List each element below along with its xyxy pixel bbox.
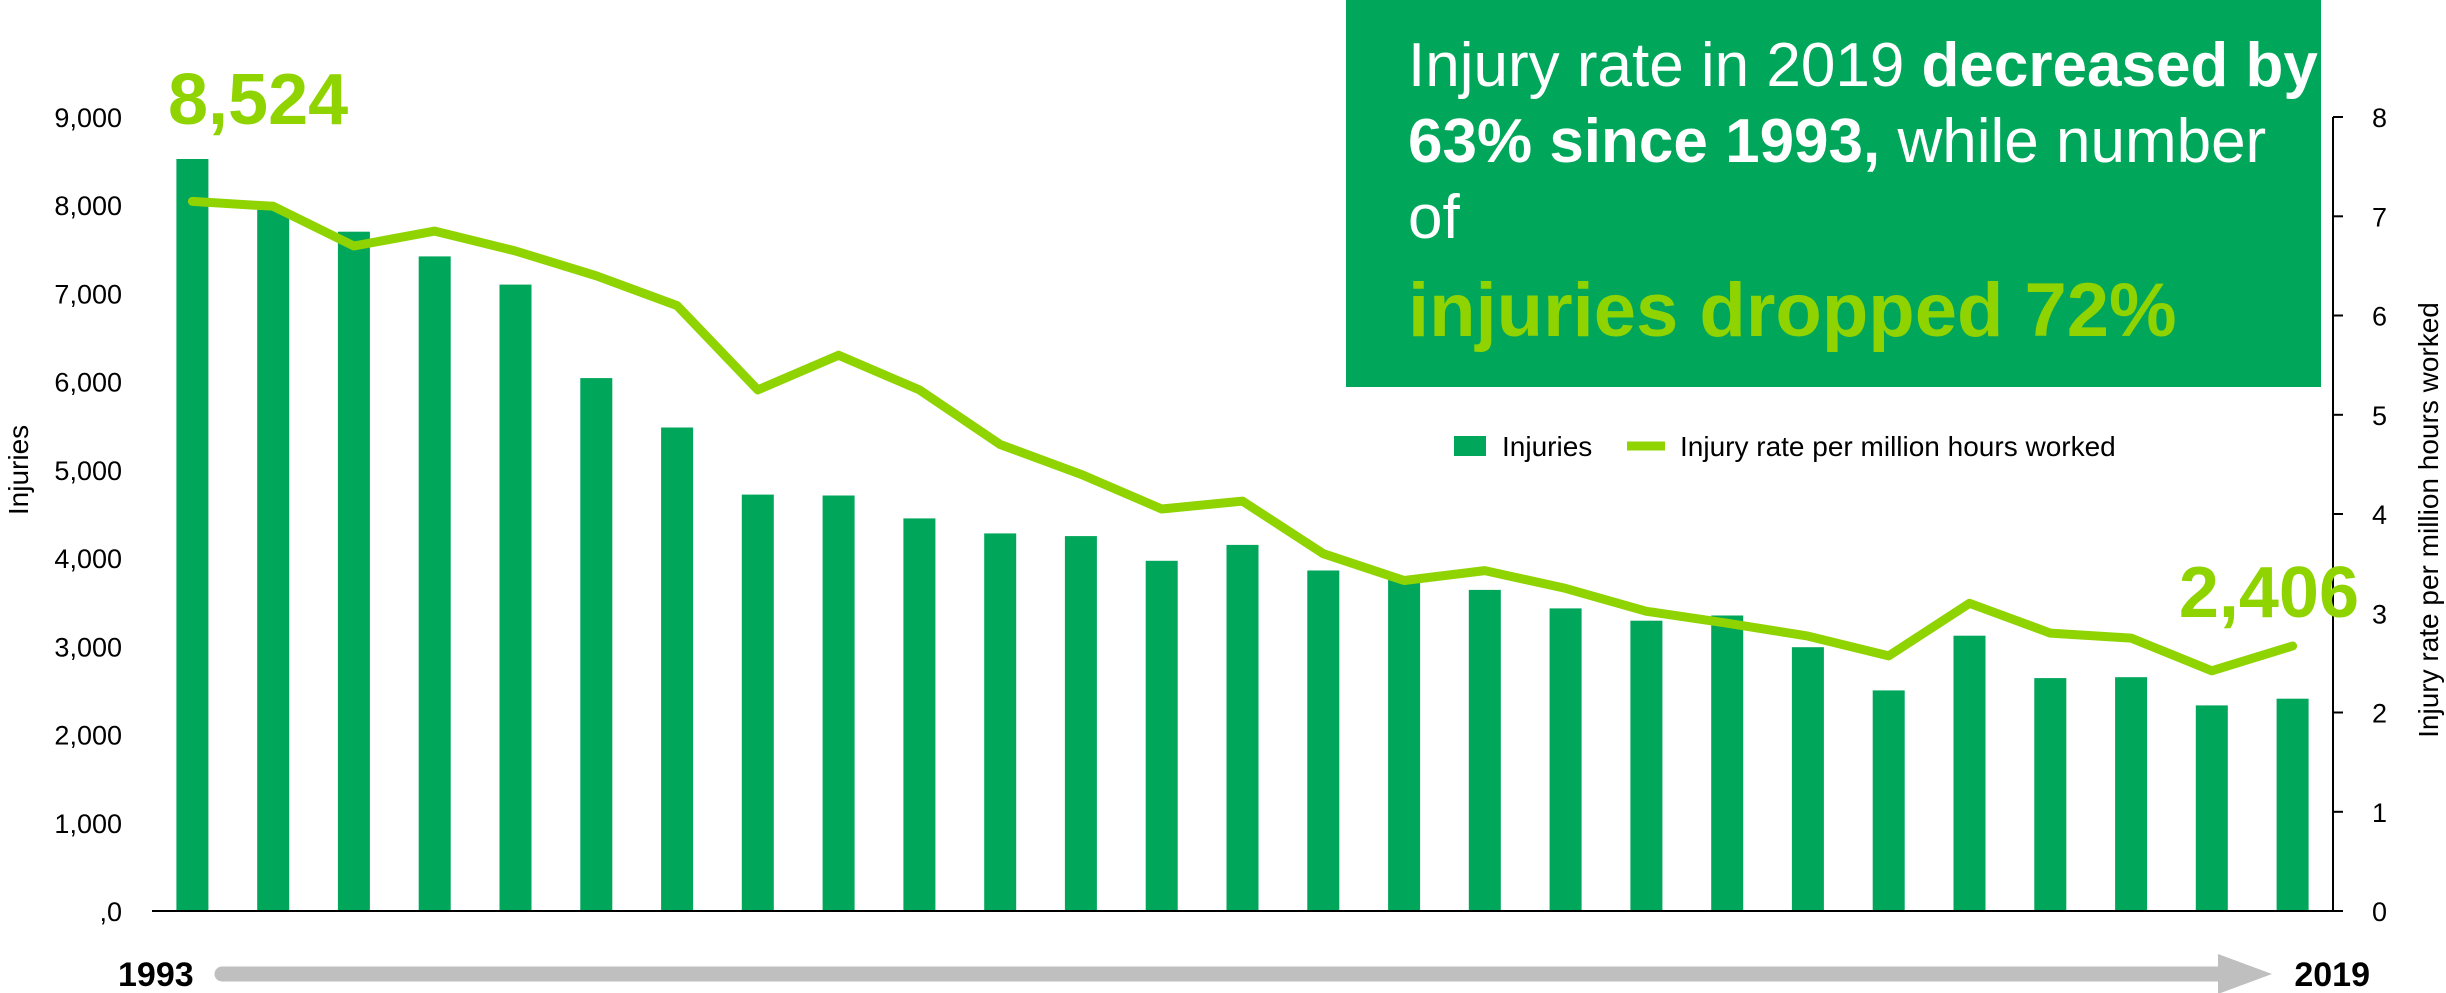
bar-2006 xyxy=(1226,544,1259,911)
right-tick-label: 4 xyxy=(2372,500,2387,530)
right-tick-label: 2 xyxy=(2372,699,2387,729)
timeline: 1993 2019 xyxy=(118,954,2370,993)
legend: Injuries Injury rate per million hours w… xyxy=(1454,431,2116,462)
bar-2007 xyxy=(1307,570,1340,911)
bar-2014 xyxy=(1872,690,1905,911)
bar-2011 xyxy=(1630,620,1663,911)
left-tick-label: 6,000 xyxy=(54,368,122,398)
bar-1998 xyxy=(580,378,613,912)
bar-2001 xyxy=(822,495,855,911)
bar-1995 xyxy=(337,231,370,911)
left-axis-title: Injuries xyxy=(3,425,34,515)
headline-part-1: Injury rate in 2019 xyxy=(1408,31,1922,100)
headline-banner: Injury rate in 2019 decreased by 63% sin… xyxy=(1346,0,2321,387)
headline-text: Injury rate in 2019 decreased by 63% sin… xyxy=(1408,28,2321,256)
bar-2012 xyxy=(1711,615,1744,911)
bar-1993 xyxy=(176,159,209,911)
right-axis-title: Injury rate per million hours worked xyxy=(2413,302,2444,738)
left-tick-label: 7,000 xyxy=(54,279,122,309)
left-tick-label: 9,000 xyxy=(54,103,122,133)
bar-1997 xyxy=(499,284,532,912)
bar-2005 xyxy=(1145,560,1178,911)
right-tick-label: 1 xyxy=(2372,798,2387,828)
rate-line xyxy=(187,196,2298,676)
right-axis-ticks: 0 1 2 3 4 5 6 7 8 xyxy=(2333,103,2387,927)
bar-1999 xyxy=(661,427,694,911)
headline-part-4: injuries dropped 72% xyxy=(1408,268,2177,353)
bar-2018 xyxy=(2195,705,2228,911)
timeline-arrowhead xyxy=(2218,954,2272,993)
start-value-callout: 8,524 xyxy=(168,60,348,140)
left-axis-ticks: ,0 1,000 2,000 3,000 4,000 5,000 6,000 7,000 8,0… xyxy=(54,103,122,927)
right-tick-label: 0 xyxy=(2372,897,2387,927)
rate-line-series xyxy=(187,196,2298,676)
bar-2017 xyxy=(2115,677,2148,911)
right-tick-label: 5 xyxy=(2372,401,2387,431)
headline-part-3: while number of xyxy=(1408,107,2267,252)
legend-bar-swatch xyxy=(1454,436,1486,456)
bar-2000 xyxy=(741,494,774,911)
bar-2009 xyxy=(1468,589,1501,911)
left-tick-label: 4,000 xyxy=(54,544,122,574)
left-tick-label: 5,000 xyxy=(54,456,122,486)
bar-1996 xyxy=(418,256,451,911)
right-tick-label: 3 xyxy=(2372,599,2387,629)
timeline-end-year: 2019 xyxy=(2294,956,2370,993)
legend-bar-label: Injuries xyxy=(1502,431,1592,462)
left-tick-label: 2,000 xyxy=(54,721,122,751)
left-tick-label: 3,000 xyxy=(54,632,122,662)
bar-2010 xyxy=(1549,608,1582,911)
end-value-callout: 2,406 xyxy=(2179,553,2359,633)
bar-2013 xyxy=(1791,647,1824,911)
right-tick-label: 6 xyxy=(2372,302,2387,332)
bar-2008 xyxy=(1388,576,1421,911)
left-tick-label: 8,000 xyxy=(54,191,122,221)
right-tick-label: 7 xyxy=(2372,202,2387,232)
bar-2002 xyxy=(903,518,936,911)
bar-series xyxy=(176,159,2309,912)
headline-part-2: decreased by 63% since 1993, xyxy=(1408,31,2318,176)
bar-2019 xyxy=(2276,698,2309,911)
bar-2015 xyxy=(1953,635,1986,911)
bar-2003 xyxy=(984,533,1017,911)
left-tick-label: 1,000 xyxy=(54,809,122,839)
timeline-start-year: 1993 xyxy=(118,956,194,993)
left-tick-label: ,0 xyxy=(99,897,122,927)
bar-1994 xyxy=(257,209,290,912)
bar-2004 xyxy=(1064,536,1097,911)
legend-line-label: Injury rate per million hours worked xyxy=(1680,431,2116,462)
bar-2016 xyxy=(2034,678,2067,911)
right-tick-label: 8 xyxy=(2372,103,2387,133)
